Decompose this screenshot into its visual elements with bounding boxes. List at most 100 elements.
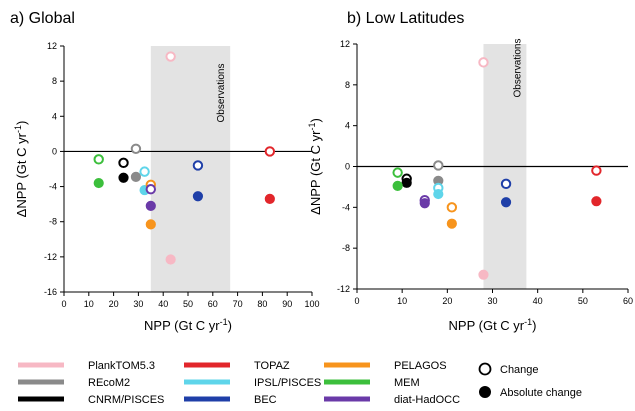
x-tick-label: 60 <box>208 299 218 309</box>
legend-label: BEC <box>254 394 277 406</box>
point-absolute-recom2 <box>130 171 142 183</box>
legend-label: PELAGOS <box>394 360 447 372</box>
panel-title: b) Low Latitudes <box>347 10 464 27</box>
x-axis-label: NPP (Gt C yr-1) <box>449 317 537 333</box>
point-absolute-cnrm-pisces <box>118 172 129 183</box>
y-tick-label: -12 <box>44 252 57 262</box>
point-absolute-pelagos <box>446 218 457 229</box>
x-tick-label: 40 <box>533 296 543 306</box>
legend-item-absolute-change: Absolute change <box>479 386 582 399</box>
point-absolute-topaz <box>264 193 275 204</box>
x-tick-label: 10 <box>397 296 407 306</box>
y-tick-label: -4 <box>342 202 350 212</box>
y-tick-label: 4 <box>345 121 350 131</box>
point-change-mem <box>93 154 104 165</box>
y-axis-label: ΔNPP (Gt C yr-1) <box>307 118 323 215</box>
point-change-pelagos <box>446 202 458 213</box>
legend-item-bec: BEC <box>184 394 277 406</box>
panel-title: a) Global <box>10 10 75 27</box>
legend-item-ipsl-pisces: IPSL/PISCES <box>184 377 321 389</box>
legend-label: PlankTOM5.3 <box>88 360 155 372</box>
point-absolute-bec <box>192 191 204 202</box>
point-change-planktom5-3 <box>478 57 489 68</box>
legend-item-mem: MEM <box>324 377 420 389</box>
legend-label: CNRM/PISCES <box>88 394 164 406</box>
y-tick-label: 8 <box>345 80 350 90</box>
legend-item-cnrm-pisces: CNRM/PISCES <box>18 394 164 406</box>
legend: PlankTOM5.3 REcoM2 CNRM/PISCES TOPAZ IPSL/PI… <box>18 360 582 406</box>
point-absolute-ipsl-pisces <box>433 188 444 200</box>
point-change-planktom5-3 <box>165 51 176 62</box>
legend-item-change: Change <box>478 362 539 376</box>
point-absolute-pelagos <box>145 219 156 230</box>
x-axis-label: NPP (Gt C yr-1) <box>144 317 232 333</box>
y-axis-label: ΔNPP (Gt C yr-1) <box>13 121 29 218</box>
legend-label: TOPAZ <box>254 360 290 372</box>
y-tick-label: 0 <box>52 146 57 156</box>
point-absolute-topaz <box>591 196 602 207</box>
x-tick-label: 60 <box>623 296 633 306</box>
x-tick-label: 20 <box>109 299 119 309</box>
point-change-cnrm-pisces <box>118 157 129 169</box>
observations-band <box>150 46 231 292</box>
observations-label: Observations <box>216 64 227 123</box>
point-absolute-diat-hadocc <box>145 200 156 211</box>
x-tick-label: 70 <box>233 299 243 309</box>
point-change-recom2 <box>433 160 444 171</box>
point-absolute-mem <box>392 180 403 191</box>
legend-label: diat-HadOCC <box>394 394 460 406</box>
point-change-topaz <box>591 165 602 176</box>
filled-circle-marker <box>479 386 491 398</box>
point-change-recom2 <box>130 143 142 154</box>
legend-item-planktom5-3: PlankTOM5.3 <box>18 360 155 372</box>
legend-label: Absolute change <box>500 387 582 399</box>
point-absolute-cnrm-pisces <box>401 177 412 188</box>
y-tick-label: -4 <box>49 182 57 192</box>
point-change-bec <box>500 178 512 190</box>
point-absolute-planktom5-3 <box>478 269 489 280</box>
x-tick-label: 100 <box>304 299 319 309</box>
observations-label: Observations <box>512 39 523 98</box>
legend-item-pelagos: PELAGOS <box>324 360 447 372</box>
x-tick-label: 90 <box>282 299 292 309</box>
open-circle-marker <box>478 362 492 376</box>
point-absolute-diat-hadocc <box>419 198 430 209</box>
y-tick-label: -16 <box>44 287 57 297</box>
legend-item-recom2: REcoM2 <box>18 377 130 389</box>
legend-label: MEM <box>394 377 420 389</box>
point-change-diat-hadocc <box>145 184 157 195</box>
y-tick-label: -8 <box>49 217 57 227</box>
legend-label: REcoM2 <box>88 377 130 389</box>
y-tick-label: 12 <box>340 39 350 49</box>
x-tick-label: 0 <box>354 296 359 306</box>
y-tick-label: -12 <box>337 284 350 294</box>
y-tick-label: -8 <box>342 243 350 253</box>
x-tick-label: 0 <box>61 299 66 309</box>
point-change-topaz <box>264 146 276 157</box>
point-change-bec <box>192 160 204 171</box>
x-tick-label: 30 <box>133 299 143 309</box>
legend-item-diat-hadocc: diat-HadOCC <box>324 394 460 406</box>
legend-label: Change <box>500 364 539 376</box>
x-tick-label: 80 <box>257 299 267 309</box>
legend-item-topaz: TOPAZ <box>184 360 290 372</box>
y-tick-label: 4 <box>52 111 57 121</box>
x-tick-label: 40 <box>158 299 168 309</box>
y-tick-label: 12 <box>47 41 57 51</box>
point-change-ipsl-pisces <box>139 166 150 177</box>
x-tick-label: 30 <box>487 296 497 306</box>
point-absolute-mem <box>93 177 104 189</box>
x-tick-label: 50 <box>183 299 193 309</box>
point-absolute-planktom5-3 <box>165 254 176 265</box>
x-tick-label: 20 <box>442 296 452 306</box>
point-change-mem <box>392 167 403 178</box>
point-absolute-bec <box>500 197 512 208</box>
x-tick-label: 10 <box>84 299 94 309</box>
legend-label: IPSL/PISCES <box>254 377 321 389</box>
x-tick-label: 50 <box>578 296 588 306</box>
y-tick-label: 0 <box>345 162 350 172</box>
y-tick-label: 8 <box>52 76 57 86</box>
